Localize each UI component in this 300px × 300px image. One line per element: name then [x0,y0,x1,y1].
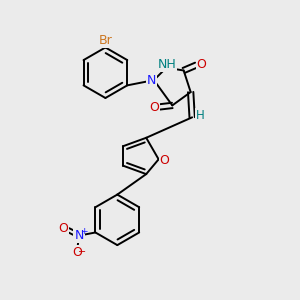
Text: Br: Br [99,34,112,46]
Text: O: O [58,222,68,236]
Text: +: + [80,227,87,236]
Text: H: H [196,109,205,122]
Text: O: O [149,101,159,114]
Text: O: O [73,246,82,259]
Text: N: N [147,74,156,87]
Text: N: N [74,229,84,242]
Text: −: − [78,247,86,257]
Text: NH: NH [158,58,176,71]
Text: O: O [160,154,170,167]
Text: O: O [196,58,206,71]
